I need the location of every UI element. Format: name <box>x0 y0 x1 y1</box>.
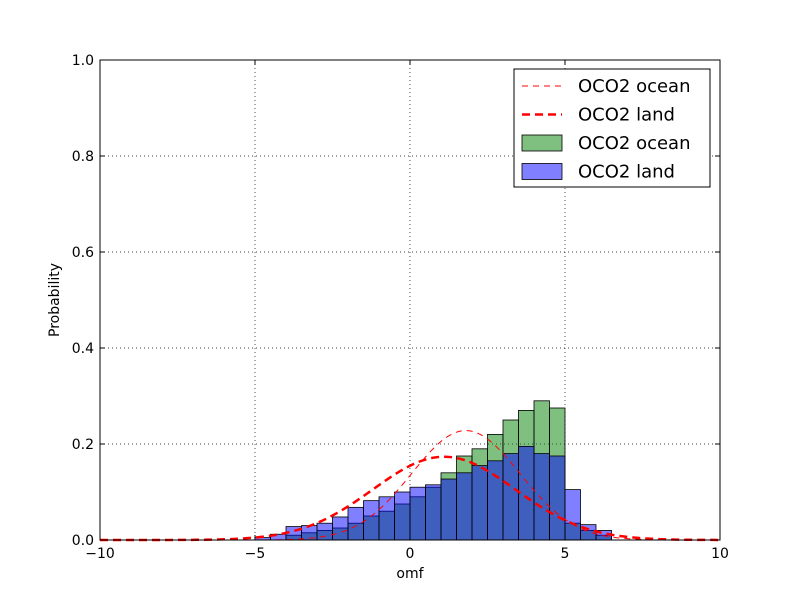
land-bar <box>440 478 457 541</box>
x-axis-ticks: −10 −5 0 5 10 <box>85 60 729 562</box>
land-bar <box>316 522 333 541</box>
x-tick-label: −5 <box>245 546 266 562</box>
land-bar <box>347 506 364 541</box>
x-tick-label: 0 <box>406 546 415 562</box>
y-tick-label: 0.8 <box>72 149 94 165</box>
legend-label: OCO2 ocean <box>578 133 691 154</box>
land-bar <box>502 453 519 541</box>
legend-label: OCO2 land <box>578 162 675 183</box>
land-bar <box>378 496 395 541</box>
land-bar <box>549 455 566 541</box>
land-bar <box>518 445 535 541</box>
legend-patch <box>521 163 563 180</box>
y-tick-label: 0.2 <box>72 437 94 453</box>
land-fit-curve <box>100 455 721 542</box>
x-tick-label: 5 <box>561 546 570 562</box>
land-bar <box>394 491 411 541</box>
land-bar <box>471 465 488 541</box>
y-tick-label: 0.6 <box>72 245 94 261</box>
x-axis-label: omf <box>396 566 424 582</box>
legend-label: OCO2 land <box>578 105 675 126</box>
y-axis-ticks: 0.0 0.2 0.4 0.6 0.8 1.0 <box>72 53 720 549</box>
y-axis-label: Probability <box>47 263 63 337</box>
land-bar <box>409 486 426 541</box>
land-bar <box>487 460 504 541</box>
legend-label: OCO2 ocean <box>578 76 691 97</box>
land-bar <box>456 472 473 541</box>
legend-patch <box>521 134 563 152</box>
y-tick-label: 0.0 <box>72 533 94 549</box>
land-bar <box>425 484 442 541</box>
x-tick-label: 10 <box>711 546 729 562</box>
land-bar <box>332 516 349 541</box>
y-tick-label: 1.0 <box>72 53 94 69</box>
y-tick-label: 0.4 <box>72 341 94 357</box>
legend: OCO2 ocean OCO2 land OCO2 ocean OCO2 land <box>513 68 711 188</box>
land-bar <box>564 489 581 541</box>
x-tick-label: −10 <box>85 546 115 562</box>
land-bar <box>533 453 550 541</box>
